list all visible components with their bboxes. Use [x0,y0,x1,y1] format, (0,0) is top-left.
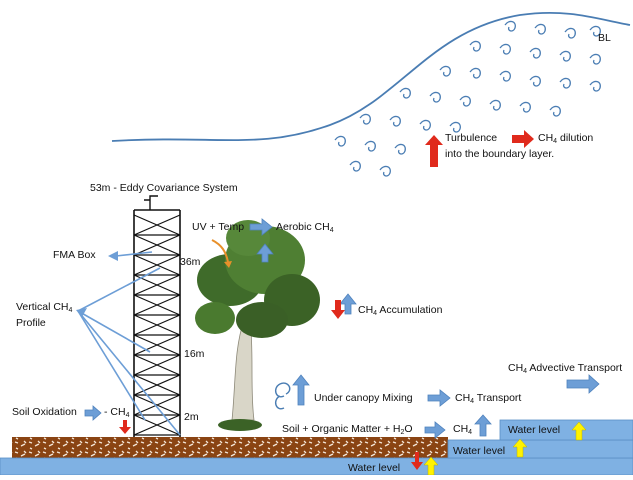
water-layer-top [499,419,633,441]
soil-oxidation-label: Soil Oxidation [12,406,77,418]
blue-block-arrows [84,218,600,439]
red-arrows [119,130,534,470]
boundary-layer-label: BL [598,32,611,44]
eddy-covariance-tower [133,195,181,440]
ch4-dilution-label: CH4 dilution [538,132,594,145]
height-2m-label: 2m [184,411,199,423]
soil-oxidation-ch4-label: - CH4 [104,406,130,419]
uv-arrow [211,239,229,263]
pointer-lines [77,251,181,436]
water-level-top-label: Water level [508,424,561,436]
boundary-layer-dilution-label: into the boundary layer. [445,148,555,160]
ch4-accumulation-label: CH4 Accumulation [358,304,443,317]
water-level-middle-label: Water level [453,445,506,457]
aerobic-ch4-label: Aerobic CH4 [276,221,334,234]
ch4-transport-label: CH4 Transport [455,392,522,405]
under-canopy-mixing-label: Under canopy Mixing [314,392,413,404]
soil-ch4-label: CH4 [453,423,473,436]
ch4-advective-label: CH4 Advective Transport [508,362,623,375]
water-layer-bottom [0,457,633,476]
yellow-arrows [423,421,587,476]
fma-box-label: FMA Box [53,249,96,261]
height-16m-label: 16m [184,348,205,360]
water-level-bottom-label: Water level [348,462,401,474]
height-36m-label: 36m [180,256,201,268]
turbulence-label: Turbulence [445,132,498,144]
soil-organic-matter-label: Soil + Organic Matter + H2O [282,423,413,436]
uv-temp-label: UV + Temp [192,221,245,233]
soil-layer [12,437,448,458]
vertical-ch4-label: Vertical CH4 [16,301,73,314]
canopy-mixing-curl [274,382,291,410]
boundary-layer-curve [111,12,631,142]
profile-label: Profile [16,317,46,329]
eddy-covariance-label: 53m - Eddy Covariance System [90,182,238,194]
